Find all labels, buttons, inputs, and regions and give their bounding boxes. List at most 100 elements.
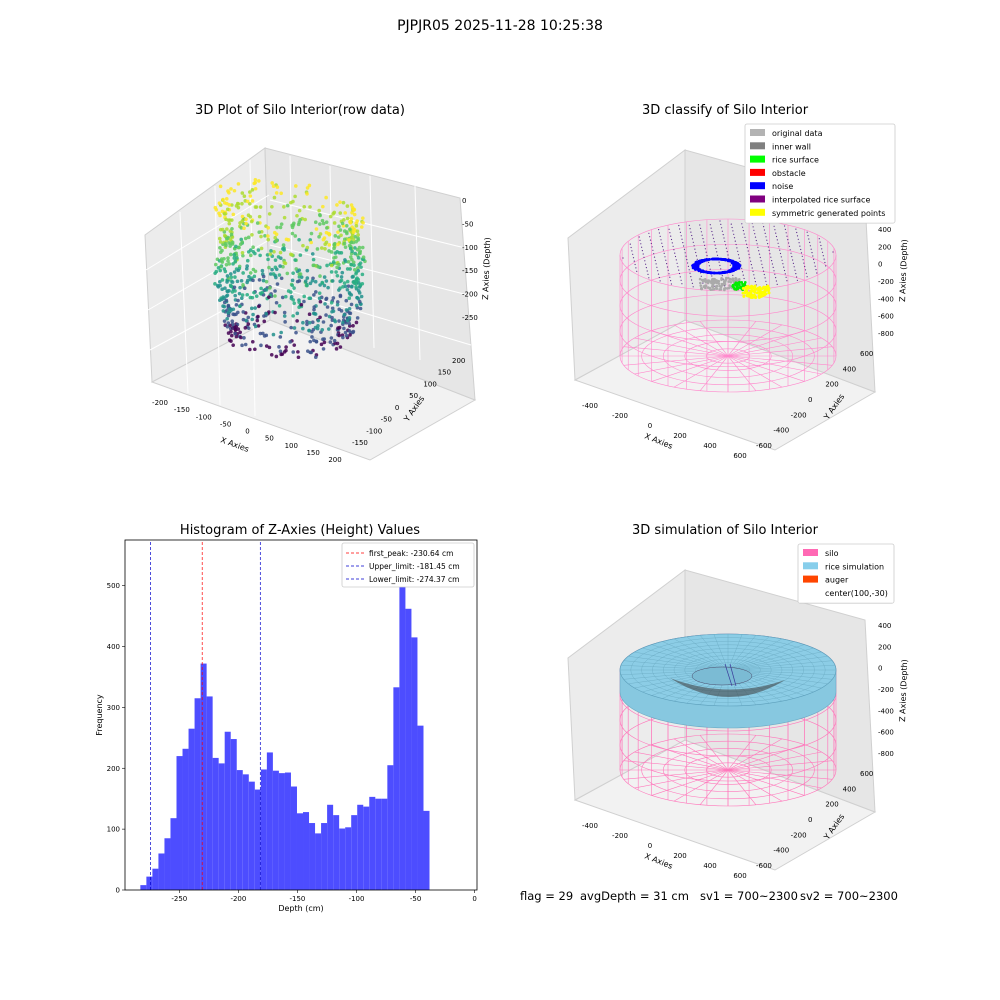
histogram-bar xyxy=(405,608,412,890)
histogram-bar xyxy=(158,853,165,890)
z-tick-label: -250 xyxy=(462,314,478,322)
silo-wireframe xyxy=(619,218,837,393)
simulation-zlabel: Z Axies (Depth) xyxy=(898,659,909,722)
histogram-bar xyxy=(327,804,334,890)
histogram-ticks: -250 -200 -150 -100 -50 0 0 100 200 300 400 500 xyxy=(107,582,477,903)
histogram-bar xyxy=(266,752,273,890)
histogram-bar xyxy=(333,815,340,890)
y-tick-label: 300 xyxy=(107,704,120,712)
histogram-bar xyxy=(224,731,231,890)
x-tick-label: -200 xyxy=(612,412,628,420)
histogram-bar xyxy=(278,773,285,890)
y-tick-label: 0 xyxy=(808,396,812,404)
z-tick-label: 0 xyxy=(878,261,882,269)
z-tick-label: 200 xyxy=(878,643,891,651)
z-tick-label: -50 xyxy=(462,220,473,228)
x-tick-label: -100 xyxy=(349,895,365,903)
z-tick-label: 200 xyxy=(878,243,891,251)
z-tick-label: -400 xyxy=(878,707,894,715)
x-tick-label: 400 xyxy=(703,442,716,450)
histogram-bar xyxy=(290,786,297,890)
histogram-bar xyxy=(140,885,147,890)
z-tick-label: -600 xyxy=(878,729,894,737)
y-tick-label: -100 xyxy=(366,427,382,435)
histogram-bar xyxy=(242,774,249,890)
histogram-bar xyxy=(164,838,171,890)
y-tick-label: 600 xyxy=(860,770,873,778)
classify-ticks: -400-2000200400600-600-400-2000200400600… xyxy=(582,226,894,460)
legend-entry: rice simulation xyxy=(825,562,884,571)
histogram-frame xyxy=(124,539,478,891)
legend-entry: silo xyxy=(825,549,839,558)
histogram-legend: first_peak: -230.64 cm Upper_limit: -181.… xyxy=(341,542,475,588)
histogram-bar xyxy=(194,698,201,890)
histogram-legend-entry: Lower_limit: -274.37 cm xyxy=(369,575,459,584)
histogram-ylabel: Frequency xyxy=(95,694,104,736)
histogram-chart: -250 -200 -150 -100 -50 0 0 100 200 300 400 500 Dep… xyxy=(95,539,478,913)
x-tick-label: -250 xyxy=(171,895,187,903)
x-tick-label: -400 xyxy=(582,402,598,410)
classify-xlabel: X Axies xyxy=(643,432,674,451)
x-tick-label: 0 xyxy=(648,842,652,850)
x-tick-label: -50 xyxy=(220,420,231,428)
histogram-bar xyxy=(230,739,237,890)
raw-zlabel: Z Axies (Depth) xyxy=(481,237,492,300)
y-tick-label: -600 xyxy=(756,442,772,450)
y-tick-label: 600 xyxy=(860,350,873,358)
legend-entry: inner wall xyxy=(772,142,811,151)
legend-entry: obstacle xyxy=(772,169,806,178)
histogram-bar xyxy=(411,637,418,890)
y-tick-label: 0 xyxy=(808,816,812,824)
histogram-bar xyxy=(381,798,388,890)
figure-title: PJPJR05 2025-11-28 10:25:38 xyxy=(397,18,603,34)
x-tick-label: 200 xyxy=(673,432,686,440)
histogram-bars xyxy=(140,556,430,890)
histogram-bar xyxy=(182,748,189,890)
x-tick-label: 600 xyxy=(733,452,746,460)
histogram-bar xyxy=(272,770,279,890)
histogram-bar xyxy=(236,770,243,890)
histogram-bar xyxy=(339,828,346,890)
histogram-bar xyxy=(284,772,291,890)
y-tick-label: -150 xyxy=(352,439,368,447)
flag-readout: flag = 29 xyxy=(520,889,574,903)
x-tick-label: -400 xyxy=(582,822,598,830)
histogram-vlines xyxy=(150,540,261,890)
y-tick-label: 200 xyxy=(825,801,838,809)
histogram-bar xyxy=(423,810,430,890)
raw-ticks: -200-150-100-50050100150200-150-100-5005… xyxy=(152,197,478,464)
histogram-bar xyxy=(387,765,394,890)
classify-zlabel: Z Axies (Depth) xyxy=(898,239,909,302)
z-tick-label: -400 xyxy=(878,295,894,303)
histogram-bar xyxy=(309,823,316,890)
classify-legend: original data inner wall rice surface obsta… xyxy=(744,123,896,224)
classify-3d-plot: -400-2000200400600-600-400-2000200400600… xyxy=(567,123,909,460)
raw-grid xyxy=(145,155,472,417)
legend-entry: interpolated rice surface xyxy=(772,196,870,205)
y-tick-label: 400 xyxy=(843,365,856,373)
y-tick-label: 400 xyxy=(843,785,856,793)
histogram-bar xyxy=(393,687,400,890)
x-tick-label: -100 xyxy=(196,413,212,421)
x-tick-label: -200 xyxy=(612,832,628,840)
raw-plot-title: 3D Plot of Silo Interior(row data) xyxy=(195,103,405,118)
x-tick-label: -150 xyxy=(290,895,306,903)
z-tick-label: -800 xyxy=(878,330,894,338)
histogram-bar xyxy=(296,813,304,890)
y-tick-label: -200 xyxy=(791,831,807,839)
histogram-bar xyxy=(200,663,207,890)
z-tick-label: 400 xyxy=(878,226,891,234)
x-tick-label: 200 xyxy=(673,852,686,860)
histogram-bar xyxy=(417,725,424,890)
legend-entry: symmetric generated points xyxy=(772,209,885,218)
x-tick-label: 600 xyxy=(733,872,746,880)
y-tick-label: 150 xyxy=(438,369,451,377)
avg-depth-readout: avgDepth = 31 cm xyxy=(580,889,689,903)
histogram-bar xyxy=(170,818,177,890)
raw-point-cloud xyxy=(213,177,367,360)
y-tick-label: -200 xyxy=(791,411,807,419)
y-tick-label: -400 xyxy=(773,427,789,435)
simulation-legend: silo rice simulation auger center(100,-30) xyxy=(797,543,895,604)
x-tick-label: 0 xyxy=(472,895,476,903)
histogram-bar xyxy=(399,556,406,890)
